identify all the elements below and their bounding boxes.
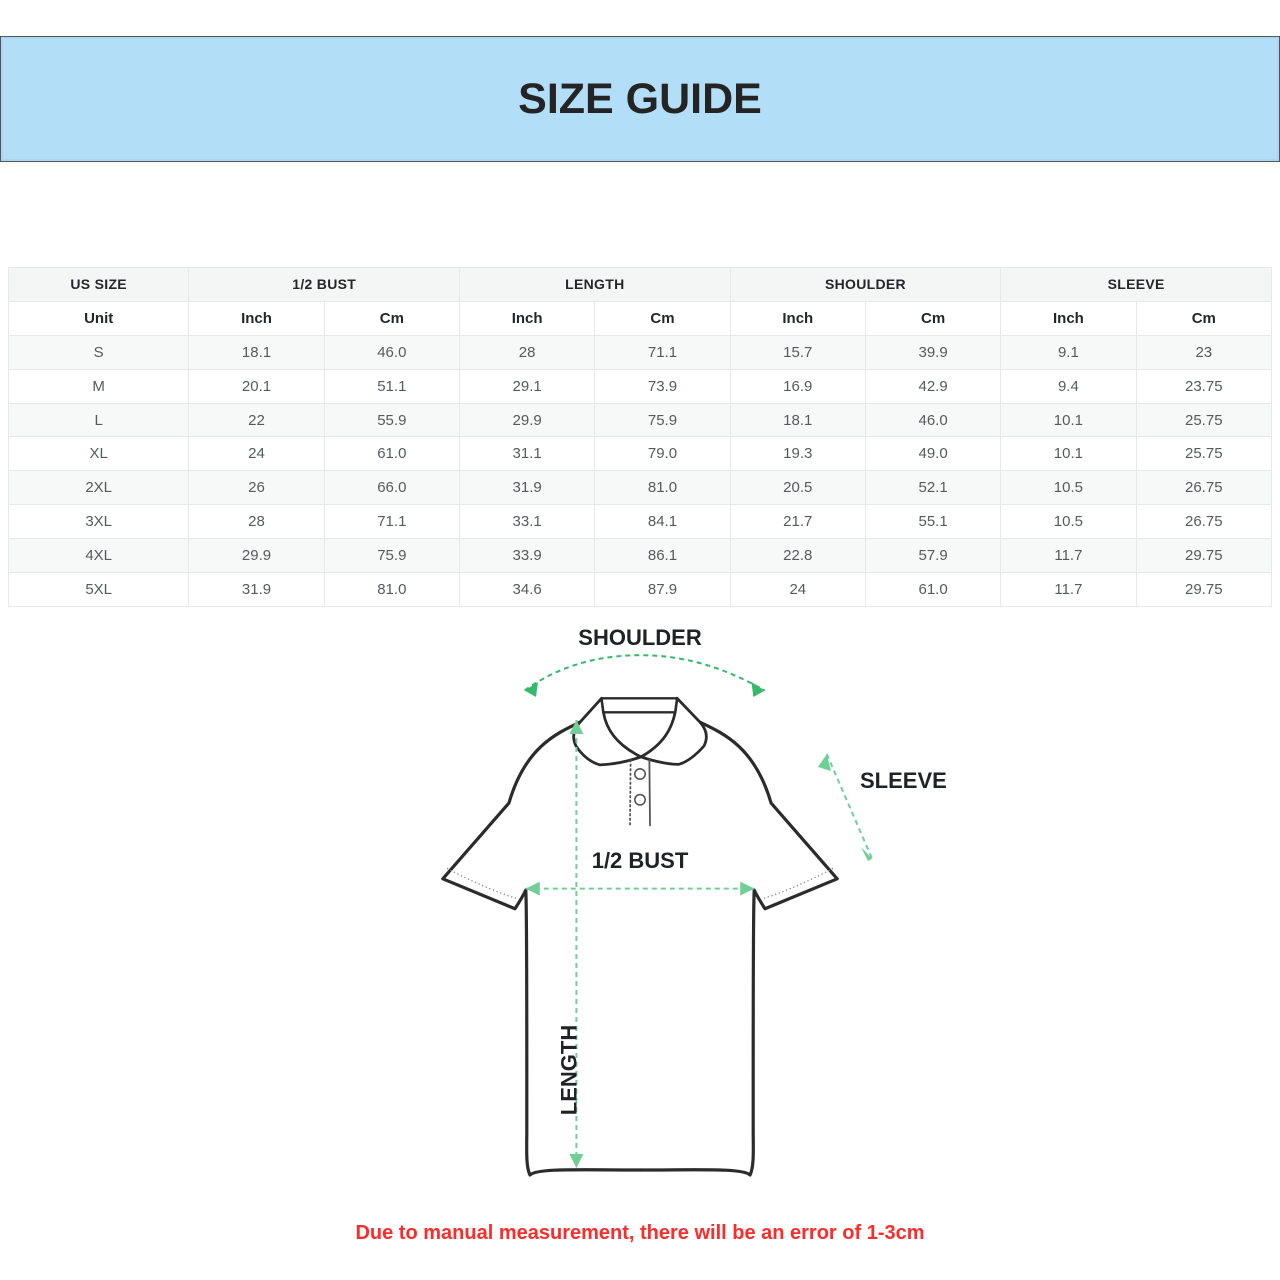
svg-text:1/2 BUST: 1/2 BUST [592,848,689,873]
svg-text:SLEEVE: SLEEVE [860,768,947,793]
svg-text:LENGTH: LENGTH [556,1025,581,1115]
svg-text:SHOULDER: SHOULDER [578,625,702,650]
